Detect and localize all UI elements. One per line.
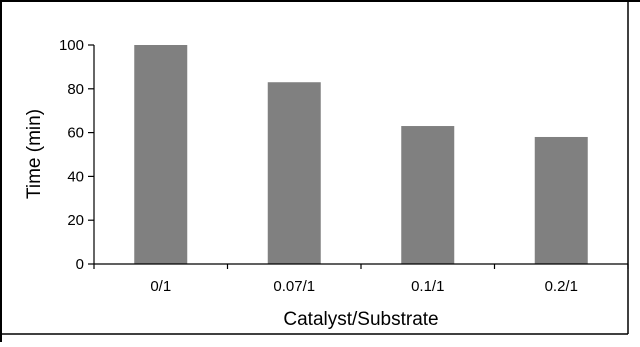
y-axis-ticks: 0 20 40 60 80 100 — [59, 37, 94, 273]
y-tick-label: 100 — [59, 37, 84, 54]
x-axis-title: Catalyst/Substrate — [283, 309, 438, 330]
bars-group — [134, 45, 588, 264]
x-tick-label: 0.07/1 — [273, 278, 315, 295]
bar-0/1 — [134, 45, 188, 264]
y-axis-title: Time (min) — [24, 109, 45, 199]
x-axis-ticks: 0/1 0.07/1 0.1/1 0.2/1 — [93, 264, 629, 295]
y-tick-label: 20 — [67, 212, 84, 229]
x-tick-label: 0.1/1 — [411, 278, 444, 295]
y-tick-label: 80 — [67, 81, 84, 98]
bar-0.1/1 — [401, 126, 455, 264]
x-tick-label: 0/1 — [150, 278, 171, 295]
y-tick-label: 40 — [67, 168, 84, 185]
bar-0.07/1 — [267, 82, 321, 264]
x-tick-label: 0.2/1 — [545, 278, 578, 295]
y-tick-label: 0 — [76, 256, 84, 273]
bar-0.2/1 — [534, 136, 588, 264]
y-tick-label: 60 — [67, 125, 84, 142]
